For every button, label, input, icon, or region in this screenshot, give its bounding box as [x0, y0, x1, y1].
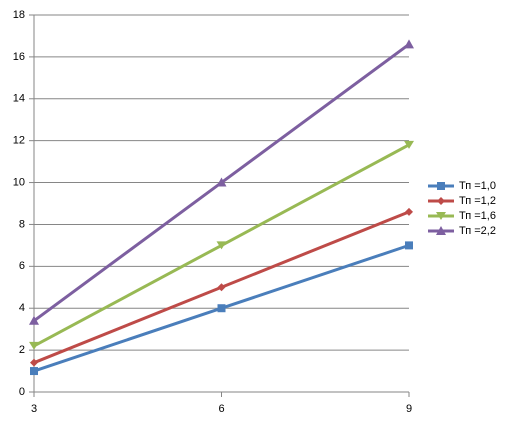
- data-point: [216, 241, 227, 250]
- data-point: [30, 367, 38, 376]
- data-point: [29, 315, 39, 325]
- y-tick-label: 12: [13, 135, 25, 147]
- data-point: [30, 358, 38, 367]
- legend-marker: [437, 197, 445, 205]
- y-tick-label: 4: [19, 302, 25, 314]
- y-tick-label: 14: [13, 93, 25, 105]
- data-point: [216, 177, 227, 187]
- y-tick-label: 8: [19, 218, 25, 230]
- y-tick-label: 10: [13, 176, 25, 188]
- legend-marker: [437, 182, 445, 190]
- legend-marker: [436, 212, 446, 220]
- data-point: [217, 283, 226, 292]
- x-tick-label: 6: [218, 403, 224, 415]
- x-tick-label: 9: [406, 403, 412, 415]
- data-point: [217, 304, 226, 313]
- y-tick-label: 6: [19, 260, 25, 272]
- y-tick-label: 0: [19, 386, 25, 398]
- legend-marker: [436, 226, 446, 235]
- data-point: [404, 39, 414, 49]
- y-tick-label: 16: [13, 51, 25, 63]
- legend-label: Тп =1,6: [459, 210, 496, 222]
- legend-label: Тп =1,0: [459, 180, 496, 192]
- legend-label: Тп =2,2: [459, 225, 496, 237]
- y-tick-label: 2: [19, 344, 25, 356]
- data-point: [405, 241, 413, 250]
- data-point: [405, 207, 413, 216]
- x-tick-label: 3: [31, 403, 37, 415]
- y-tick-label: 18: [13, 9, 25, 21]
- data-point: [404, 140, 414, 149]
- data-point: [29, 341, 39, 350]
- legend-label: Тп =1,2: [459, 195, 496, 207]
